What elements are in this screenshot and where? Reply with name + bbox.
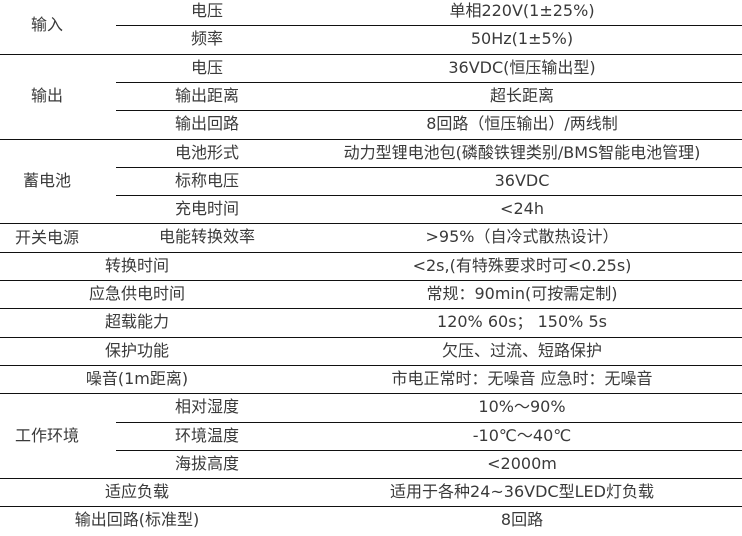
spec-value: 8回路 (500, 510, 544, 530)
spec-label: 超载能力 (104, 312, 170, 332)
category-label: 输入 (30, 15, 64, 35)
spec-value: 超长距离 (489, 85, 555, 105)
spec-label: 环境温度 (174, 425, 240, 445)
row-divider (116, 449, 742, 451)
row-divider (116, 110, 742, 112)
row-divider (0, 336, 742, 338)
category-label: 蓄电池 (22, 170, 72, 190)
row-divider (116, 421, 742, 423)
spec-label: 适应负载 (104, 482, 170, 502)
spec-label: 输出回路 (174, 114, 240, 134)
spec-value: 适用于各种24~36VDC型LED灯负载 (390, 482, 654, 502)
row-divider (0, 478, 742, 480)
row-divider (0, 308, 742, 310)
spec-value: 8回路（恒压输出）/两线制 (426, 114, 618, 134)
spec-value: 欠压、过流、短路保护 (441, 340, 603, 360)
spec-value: <2000m (487, 453, 557, 473)
row-divider (0, 280, 742, 281)
spec-label: 电压 (190, 57, 224, 77)
spec-label: 输出距离 (174, 85, 240, 105)
spec-value: <2s,(有特殊要求时可<0.25s) (412, 255, 632, 275)
spec-label: 充电时间 (174, 199, 240, 219)
spec-value: 120% 60s； 150% 5s (437, 312, 607, 332)
spec-value: 市电正常时：无噪音 应急时：无噪音 (391, 368, 653, 388)
spec-label: 标称电压 (174, 170, 240, 190)
spec-label: 电池形式 (174, 142, 240, 162)
spec-value: 36VDC(恒压输出型) (448, 57, 596, 77)
spec-value: >95%（自冷式散热设计） (425, 227, 619, 247)
row-divider (116, 195, 742, 197)
spec-value: 动力型锂电池包(磷酸铁锂类别/BMS智能电池管理) (343, 142, 701, 162)
row-divider (0, 364, 742, 366)
spec-label: 相对湿度 (174, 397, 240, 417)
row-divider (116, 166, 742, 168)
category-label: 开关电源 (14, 227, 80, 247)
spec-label: 保护功能 (104, 340, 170, 360)
spec-label: 电能转换效率 (158, 227, 256, 247)
spec-label: 噪音(1m距离) (85, 368, 189, 388)
row-divider (0, 53, 742, 55)
row-divider (0, 251, 742, 253)
spec-label: 频率 (190, 29, 224, 49)
category-label: 输出 (30, 86, 64, 106)
spec-value: <24h (500, 199, 544, 219)
spec-value: 单相220V(1±25%) (449, 1, 595, 20)
spec-value: 50Hz(1±5%) (470, 29, 574, 49)
row-divider (0, 506, 742, 508)
row-divider (0, 223, 742, 225)
spec-label: 输出回路(标准型) (74, 510, 200, 530)
row-divider (0, 138, 742, 140)
category-label: 工作环境 (14, 425, 80, 445)
row-divider (116, 25, 742, 27)
spec-value: -10℃～40℃ (472, 425, 572, 445)
row-divider (116, 81, 742, 83)
row-divider (0, 393, 742, 395)
spec-label: 电压 (190, 1, 224, 20)
spec-label: 应急供电时间 (88, 284, 186, 303)
spec-value: 10%～90% (478, 397, 566, 417)
spec-value: 常规：90min(可按需定制) (426, 284, 618, 303)
spec-label: 转换时间 (104, 255, 170, 275)
spec-value: 36VDC (494, 170, 550, 190)
spec-label: 海拔高度 (174, 453, 240, 473)
